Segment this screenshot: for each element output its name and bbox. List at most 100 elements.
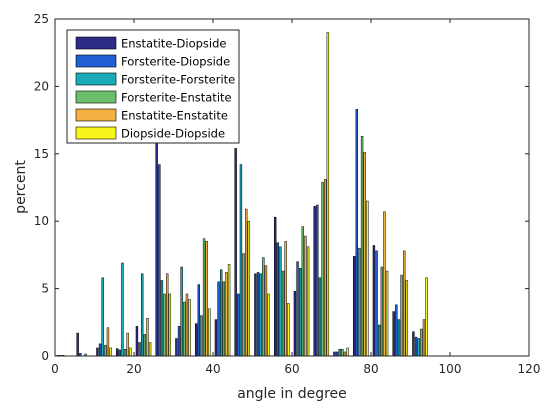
bar-diopside-diopside-37.5: [208, 308, 211, 357]
bar-forsterite-diopside-67.5: [316, 204, 319, 357]
x-axis-label: angle in degree: [237, 386, 347, 402]
bar-forsterite-enstatite-77.5: [360, 136, 364, 357]
bar-diopside-diopside-92.5: [425, 277, 428, 357]
bar-forsterite-forsterite-87.5: [397, 319, 401, 357]
x-tick-label: 100: [439, 362, 462, 376]
bar-forsterite-forsterite-67.5: [318, 277, 322, 357]
bar-forsterite-enstatite-92.5: [420, 328, 423, 357]
bar-enstatite-diopside-62.5: [293, 291, 297, 357]
bar-forsterite-diopside-77.5: [355, 109, 359, 357]
bar-diopside-diopside-12.5: [109, 347, 112, 357]
bar-forsterite-diopside-27.5: [158, 164, 161, 357]
bar-forsterite-enstatite-42.5: [222, 281, 226, 357]
bar-diopside-diopside-32.5: [188, 299, 191, 357]
bar-forsterite-diopside-12.5: [98, 343, 102, 357]
bar-enstatite-enstatite-32.5: [185, 293, 189, 357]
bar-forsterite-diopside-32.5: [177, 326, 181, 357]
bar-forsterite-diopside-82.5: [375, 250, 378, 357]
bar-diopside-diopside-42.5: [227, 264, 231, 357]
bar-forsterite-enstatite-82.5: [380, 266, 384, 357]
bar-forsterite-diopside-37.5: [197, 284, 201, 357]
bar-forsterite-diopside-92.5: [414, 336, 418, 357]
bar-enstatite-diopside-27.5: [155, 133, 158, 357]
y-tick-label: 10: [34, 214, 49, 228]
bar-forsterite-enstatite-62.5: [301, 226, 305, 357]
bar-enstatite-diopside-72.5: [333, 351, 336, 357]
bar-diopside-diopside-67.5: [326, 32, 330, 357]
bar-forsterite-forsterite-37.5: [200, 315, 203, 357]
bar-forsterite-diopside-62.5: [296, 261, 299, 357]
bar-forsterite-forsterite-57.5: [279, 246, 282, 357]
bar-diopside-diopside-77.5: [366, 200, 369, 357]
bar-enstatite-diopside-77.5: [352, 256, 356, 357]
bar-enstatite-diopside-12.5: [96, 347, 99, 357]
legend-entry: Forsterite-Enstatite: [121, 91, 232, 105]
legend-swatch: [75, 72, 117, 86]
bar-enstatite-enstatite-87.5: [403, 250, 406, 357]
bar-forsterite-diopside-47.5: [237, 293, 240, 357]
bar-enstatite-enstatite-62.5: [304, 235, 307, 357]
bar-forsterite-diopside-57.5: [276, 242, 280, 357]
x-tick-label: 0: [51, 362, 59, 376]
bar-enstatite-diopside-87.5: [392, 311, 395, 357]
bar-forsterite-enstatite-27.5: [163, 293, 166, 357]
x-tick-label: 120: [518, 362, 541, 376]
legend-swatch: [75, 36, 117, 50]
legend-swatch: [75, 90, 117, 104]
bar-forsterite-enstatite-52.5: [262, 257, 265, 357]
bar-forsterite-enstatite-17.5: [123, 349, 127, 357]
bar-enstatite-enstatite-52.5: [264, 265, 268, 357]
bar-forsterite-forsterite-17.5: [121, 262, 124, 357]
legend-swatch: [75, 54, 117, 68]
bar-enstatite-diopside-7.5: [76, 332, 79, 357]
x-tick-label: 80: [363, 362, 378, 376]
bar-diopside-diopside-82.5: [385, 270, 389, 357]
bar-forsterite-forsterite-72.5: [338, 349, 341, 357]
bar-diopside-diopside-62.5: [306, 246, 310, 357]
bar-enstatite-diopside-32.5: [175, 338, 178, 357]
bar-forsterite-forsterite-47.5: [239, 164, 243, 357]
bar-forsterite-forsterite-12.5: [101, 277, 104, 357]
bar-forsterite-diopside-87.5: [395, 304, 398, 357]
bar-enstatite-diopside-67.5: [313, 206, 316, 357]
bar-forsterite-forsterite-27.5: [160, 280, 164, 357]
y-tick-label: 20: [34, 79, 49, 93]
y-axis: 0 5 10 15 20 25: [34, 12, 529, 363]
bar-enstatite-enstatite-22.5: [146, 318, 149, 357]
bar-diopside-diopside-17.5: [129, 347, 132, 357]
bar-forsterite-enstatite-67.5: [321, 181, 324, 357]
bar-enstatite-diopside-52.5: [254, 273, 257, 357]
bar-forsterite-diopside-22.5: [138, 342, 141, 357]
bar-diopside-diopside-72.5: [346, 347, 349, 357]
bar-enstatite-enstatite-42.5: [225, 272, 228, 357]
bar-forsterite-forsterite-77.5: [358, 247, 361, 357]
bar-enstatite-enstatite-12.5: [106, 327, 110, 357]
bar-diopside-diopside-27.5: [168, 293, 172, 357]
bar-enstatite-diopside-47.5: [234, 148, 237, 357]
legend-entry: Forsterite-Forsterite: [121, 73, 235, 87]
x-axis: 0 20 40 60 80 100 120: [51, 19, 540, 376]
legend-entry: Enstatite-Diopside: [121, 37, 227, 51]
bar-forsterite-forsterite-32.5: [180, 266, 183, 357]
y-tick-label: 0: [41, 349, 49, 363]
bar-forsterite-diopside-42.5: [217, 281, 220, 357]
bar-enstatite-enstatite-72.5: [343, 351, 347, 357]
y-tick-label: 5: [41, 282, 49, 296]
bar-enstatite-diopside-42.5: [214, 319, 218, 357]
bar-diopside-diopside-52.5: [267, 293, 270, 357]
bar-enstatite-diopside-22.5: [135, 326, 139, 357]
bar-enstatite-diopside-82.5: [372, 245, 376, 357]
bar-forsterite-enstatite-32.5: [183, 301, 186, 357]
legend-swatch: [75, 126, 117, 140]
y-axis-label: percent: [13, 160, 29, 214]
bar-forsterite-enstatite-37.5: [202, 238, 206, 357]
x-tick-label: 20: [126, 362, 141, 376]
bar-diopside-diopside-87.5: [405, 280, 409, 357]
bar-enstatite-diopside-57.5: [273, 216, 277, 357]
bar-enstatite-enstatite-17.5: [126, 332, 129, 357]
bar-diopside-diopside-22.5: [148, 342, 152, 357]
bar-diopside-diopside-47.5: [247, 220, 251, 357]
x-tick-label: 60: [284, 362, 299, 376]
bar-forsterite-diopside-17.5: [118, 349, 122, 357]
